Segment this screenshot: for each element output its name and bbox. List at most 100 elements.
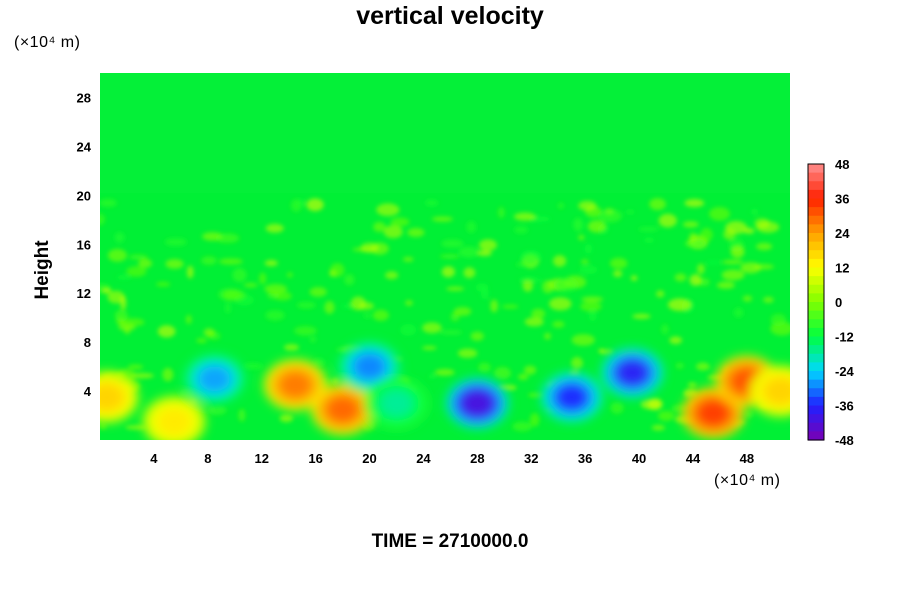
x-unit-label: (×10⁴ m) <box>714 472 781 489</box>
texture-cell <box>580 259 589 264</box>
x-tick-label: 32 <box>524 451 538 466</box>
texture-cell <box>477 250 492 257</box>
x-tick-label: 28 <box>470 451 484 466</box>
texture-cell <box>196 337 208 344</box>
texture-cell <box>554 277 578 292</box>
texture-cell <box>466 220 477 234</box>
colorbar-band <box>808 215 824 225</box>
texture-cell <box>224 301 232 314</box>
y-axis-label: Height <box>32 240 53 300</box>
heatmap-feature <box>748 365 790 418</box>
texture-cell <box>478 239 497 251</box>
colorbar-band <box>808 388 824 398</box>
texture-cell <box>279 414 294 423</box>
texture-cell <box>643 237 655 244</box>
texture-cell <box>422 322 442 334</box>
texture-cell <box>309 336 316 343</box>
texture-cell <box>127 364 144 370</box>
colorbar-tick-label: 36 <box>835 192 849 207</box>
x-tick-label: 16 <box>308 451 322 466</box>
texture-cell <box>553 255 567 267</box>
texture-cell <box>632 313 651 319</box>
texture-cell <box>402 256 414 262</box>
texture-cell <box>407 227 425 238</box>
texture-cell <box>647 397 663 411</box>
texture-cell <box>613 270 623 278</box>
texture-cell <box>770 313 787 327</box>
chart-title: vertical velocity <box>356 2 544 30</box>
texture-cell <box>700 227 713 242</box>
colorbar-band <box>808 379 824 389</box>
texture-cell <box>441 239 464 248</box>
texture-cell <box>578 200 597 211</box>
texture-cell <box>421 345 437 351</box>
colorbar-frame <box>807 163 825 441</box>
colorbar-band <box>808 241 824 251</box>
texture-cell <box>744 410 754 419</box>
colorbar-band <box>808 302 824 312</box>
texture-cell <box>296 301 316 309</box>
texture-cell <box>743 227 755 234</box>
texture-cell <box>657 410 675 422</box>
texture-cell <box>587 220 606 233</box>
texture-cell <box>689 274 702 286</box>
texture-cell <box>630 275 638 281</box>
texture-cell <box>360 242 380 253</box>
texture-cell <box>529 413 540 427</box>
x-tick-label: 36 <box>578 451 592 466</box>
texture-cell <box>742 295 753 302</box>
y-tick-label: 12 <box>77 286 91 301</box>
texture-cell <box>164 237 187 247</box>
texture-cell <box>498 206 505 219</box>
x-tick-label: 12 <box>254 451 268 466</box>
texture-cell <box>512 421 533 432</box>
texture-cell <box>470 331 484 342</box>
colorbar-tick-label: -48 <box>835 433 854 448</box>
texture-cell <box>376 203 400 217</box>
texture-cell <box>116 274 131 280</box>
texture-cell <box>162 367 174 382</box>
colorbar-tick-label: -12 <box>835 330 854 345</box>
y-unit-label: (×10⁴ m) <box>14 34 81 51</box>
colorbar-tick-label: 24 <box>835 226 850 241</box>
x-axis-ticks: 4 8 12 16 20 24 28 32 36 40 44 48 <box>150 451 754 466</box>
texture-cell <box>309 287 327 297</box>
texture-cell <box>625 209 635 215</box>
colorbar-band <box>808 172 824 182</box>
texture-cell <box>107 248 127 262</box>
colorbar-band <box>808 189 824 200</box>
texture-cell <box>330 263 345 277</box>
texture-cell <box>675 362 684 369</box>
colorbar-band <box>808 327 824 338</box>
y-tick-label: 4 <box>84 384 92 399</box>
texture-cell <box>637 226 659 232</box>
colorbar-band <box>808 276 824 286</box>
texture-cell <box>264 259 278 267</box>
colorbar-band <box>808 250 824 260</box>
texture-cell <box>243 283 258 288</box>
texture-cell <box>312 357 326 367</box>
texture-cell <box>114 309 128 322</box>
colorbar-tick-label: -24 <box>835 364 855 379</box>
y-tick-label: 8 <box>84 335 91 350</box>
texture-cell <box>400 323 417 336</box>
colorbar-tick-label: 12 <box>835 261 849 276</box>
heatmap-feature <box>310 383 375 436</box>
texture-cell <box>428 373 436 379</box>
texture-cell <box>610 402 624 414</box>
texture-cell <box>101 288 112 294</box>
colorbar-band <box>808 181 824 191</box>
texture-cell <box>155 281 171 287</box>
texture-cell <box>531 308 546 319</box>
texture-cell <box>490 299 498 313</box>
texture-cell <box>584 243 593 254</box>
texture-cell <box>571 334 595 346</box>
texture-cell <box>581 296 604 303</box>
colorbar-tick-label: 0 <box>835 295 842 310</box>
texture-cell <box>661 324 669 335</box>
colorbar-band <box>808 362 824 372</box>
colorbar-band <box>808 284 824 294</box>
texture-cell <box>124 326 131 335</box>
texture-cell <box>446 286 465 292</box>
colorbar-band <box>808 336 824 346</box>
